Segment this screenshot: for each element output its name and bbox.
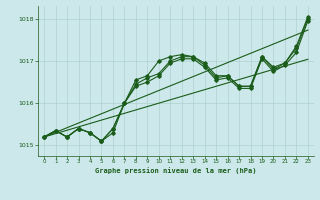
X-axis label: Graphe pression niveau de la mer (hPa): Graphe pression niveau de la mer (hPa) bbox=[95, 167, 257, 174]
